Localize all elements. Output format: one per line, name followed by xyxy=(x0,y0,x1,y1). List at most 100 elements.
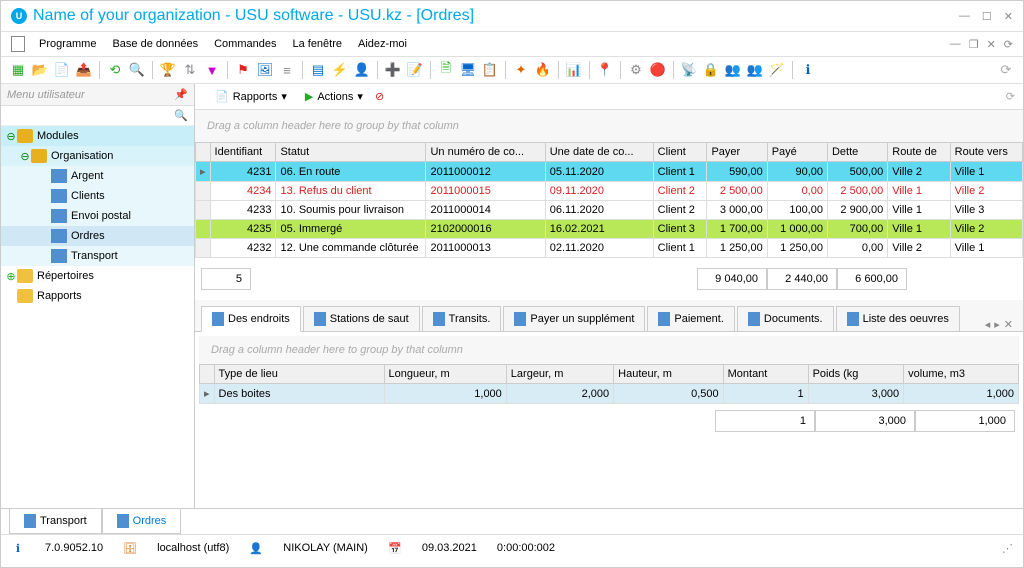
user-icon[interactable]: 👤 xyxy=(353,61,371,79)
mdi-close-icon[interactable]: ✕ xyxy=(987,38,996,51)
refresh-tb-icon[interactable]: ⟲ xyxy=(106,61,124,79)
tree-ordres[interactable]: Ordres xyxy=(1,226,194,246)
rss-icon[interactable]: 📡 xyxy=(680,61,698,79)
copy-icon[interactable]: 📋 xyxy=(481,61,499,79)
group-icon[interactable]: 👥 xyxy=(746,61,764,79)
gear-icon[interactable]: ⚙ xyxy=(627,61,645,79)
col-paye[interactable]: Payé xyxy=(767,143,827,162)
table-row[interactable]: 423505. Immergé210200001616.02.2021Clien… xyxy=(196,220,1023,239)
menu-commandes[interactable]: Commandes xyxy=(208,36,282,52)
close-button[interactable]: ✕ xyxy=(1004,10,1013,23)
dcol-largeur[interactable]: Largeur, m xyxy=(506,365,613,384)
tab-paiement[interactable]: Paiement. xyxy=(647,306,735,331)
menu-aidez-moi[interactable]: Aidez-moi xyxy=(352,36,413,52)
chart-icon[interactable]: 📊 xyxy=(565,61,583,79)
col-identifiant[interactable]: Identifiant xyxy=(210,143,276,162)
col-route-de[interactable]: Route de xyxy=(888,143,950,162)
mdi-minimize-icon[interactable]: — xyxy=(950,38,961,51)
actions-dropdown[interactable]: ▶ Actions ▾ xyxy=(299,88,369,105)
tab-stations[interactable]: Stations de saut xyxy=(303,306,420,331)
star-icon[interactable]: ✦ xyxy=(512,61,530,79)
tab-next-icon[interactable]: ▸ xyxy=(994,318,1000,331)
col-payer[interactable]: Payer xyxy=(707,143,767,162)
person-icon[interactable]: 👥 xyxy=(724,61,742,79)
resize-grip-icon[interactable]: ⋰ xyxy=(1002,542,1013,555)
tab-liste-oeuvres[interactable]: Liste des oeuvres xyxy=(836,306,960,331)
refresh-content-icon[interactable]: ⟳ xyxy=(1006,90,1015,103)
main-grid[interactable]: Identifiant Statut Un numéro de co... Un… xyxy=(195,142,1023,258)
open-icon[interactable]: 📂 xyxy=(31,61,49,79)
filter2-icon[interactable]: ▼ xyxy=(203,61,221,79)
refresh-right-icon[interactable]: ⟳ xyxy=(997,61,1015,79)
sort-icon[interactable]: ⇅ xyxy=(181,61,199,79)
tree-argent[interactable]: Argent xyxy=(1,166,194,186)
menu-base-donnees[interactable]: Base de données xyxy=(106,36,204,52)
dcol-longueur[interactable]: Longueur, m xyxy=(384,365,506,384)
tree-transport[interactable]: Transport xyxy=(1,246,194,266)
table-row[interactable]: ▸423106. En route201100001205.11.2020Cli… xyxy=(196,162,1023,182)
dcol-hauteur[interactable]: Hauteur, m xyxy=(614,365,723,384)
bolt-icon[interactable]: ⚡ xyxy=(331,61,349,79)
search-icon[interactable]: 🔍 xyxy=(128,61,146,79)
stop-icon[interactable]: ⊘ xyxy=(375,90,384,103)
col-statut[interactable]: Statut xyxy=(276,143,426,162)
tree-modules[interactable]: ⊖ Modules xyxy=(1,126,194,146)
menu-fenetre[interactable]: La fenêtre xyxy=(286,36,348,52)
grid-icon[interactable]: ▤ xyxy=(309,61,327,79)
expand-icon[interactable]: ⊖ xyxy=(19,150,31,163)
group-hint[interactable]: Drag a column header here to group by th… xyxy=(195,110,1023,142)
table-row[interactable]: 423212. Une commande clôturée20110000130… xyxy=(196,239,1023,258)
list-icon[interactable]: ≡ xyxy=(278,61,296,79)
pin-icon[interactable]: 📍 xyxy=(596,61,614,79)
tab-documents[interactable]: Documents. xyxy=(737,306,834,331)
detail-row[interactable]: ▸ Des boites 1,000 2,000 0,500 1 3,000 1… xyxy=(200,384,1019,404)
tree-organisation[interactable]: ⊖ Organisation xyxy=(1,146,194,166)
sidebar-pin-icon[interactable]: 📌 xyxy=(174,88,188,101)
excel-icon[interactable]: 🗎 xyxy=(437,61,455,79)
new-icon[interactable]: ▦ xyxy=(9,61,27,79)
image-icon[interactable]: 🖼 xyxy=(256,61,274,79)
tab-payer-supplement[interactable]: Payer un supplément xyxy=(503,306,645,331)
dcol-montant[interactable]: Montant xyxy=(723,365,808,384)
col-client[interactable]: Client xyxy=(653,143,707,162)
bottom-tab-ordres[interactable]: Ordres xyxy=(102,509,182,534)
col-date[interactable]: Une date de co... xyxy=(545,143,653,162)
wand-icon[interactable]: 🪄 xyxy=(768,61,786,79)
screen-icon[interactable]: 🖥 xyxy=(459,61,477,79)
table-row[interactable]: 423413. Refus du client201100001509.11.2… xyxy=(196,182,1023,201)
bottom-tab-transport[interactable]: Transport xyxy=(9,509,102,534)
table-row[interactable]: 423310. Soumis pour livraison20110000140… xyxy=(196,201,1023,220)
tab-close-icon[interactable]: ✕ xyxy=(1004,318,1013,331)
tree-rapports[interactable]: ⊕ Rapports xyxy=(1,286,194,306)
filter-icon[interactable]: 🏆 xyxy=(159,61,177,79)
info-status-icon[interactable]: ℹ xyxy=(11,541,25,555)
mdi-restore-icon[interactable]: ❐ xyxy=(969,38,979,51)
export-icon[interactable]: 📤 xyxy=(75,61,93,79)
tree-repertoires[interactable]: ⊕ Répertoires xyxy=(1,266,194,286)
rapports-dropdown[interactable]: 📄 Rapports ▾ xyxy=(209,88,293,105)
dcol-poids[interactable]: Poids (kg xyxy=(808,365,904,384)
color-icon[interactable]: 🔴 xyxy=(649,61,667,79)
fire-icon[interactable]: 🔥 xyxy=(534,61,552,79)
col-route-vers[interactable]: Route vers xyxy=(950,143,1022,162)
sidebar-search[interactable]: 🔍 xyxy=(1,106,194,126)
col-numero[interactable]: Un numéro de co... xyxy=(426,143,545,162)
tab-prev-icon[interactable]: ◂ xyxy=(985,318,991,331)
add-icon[interactable]: ➕ xyxy=(384,61,402,79)
dcol-volume[interactable]: volume, m3 xyxy=(904,365,1019,384)
tree-clients[interactable]: Clients xyxy=(1,186,194,206)
detail-grid[interactable]: Type de lieu Longueur, m Largeur, m Haut… xyxy=(199,364,1019,404)
lock-icon[interactable]: 🔒 xyxy=(702,61,720,79)
expand-icon[interactable]: ⊖ xyxy=(5,130,17,143)
tab-transits[interactable]: Transits. xyxy=(422,306,502,331)
tree-envoi-postal[interactable]: Envoi postal xyxy=(1,206,194,226)
save-icon[interactable]: 📄 xyxy=(53,61,71,79)
dcol-type[interactable]: Type de lieu xyxy=(214,365,384,384)
detail-group-hint[interactable]: Drag a column header here to group by th… xyxy=(199,336,1019,364)
flag-icon[interactable]: ⚑ xyxy=(234,61,252,79)
menu-programme[interactable]: Programme xyxy=(33,36,102,52)
note-icon[interactable]: 📝 xyxy=(406,61,424,79)
maximize-button[interactable]: ☐ xyxy=(982,10,992,23)
refresh-icon[interactable]: ⟳ xyxy=(1004,38,1013,51)
expand-icon[interactable]: ⊕ xyxy=(5,270,17,283)
